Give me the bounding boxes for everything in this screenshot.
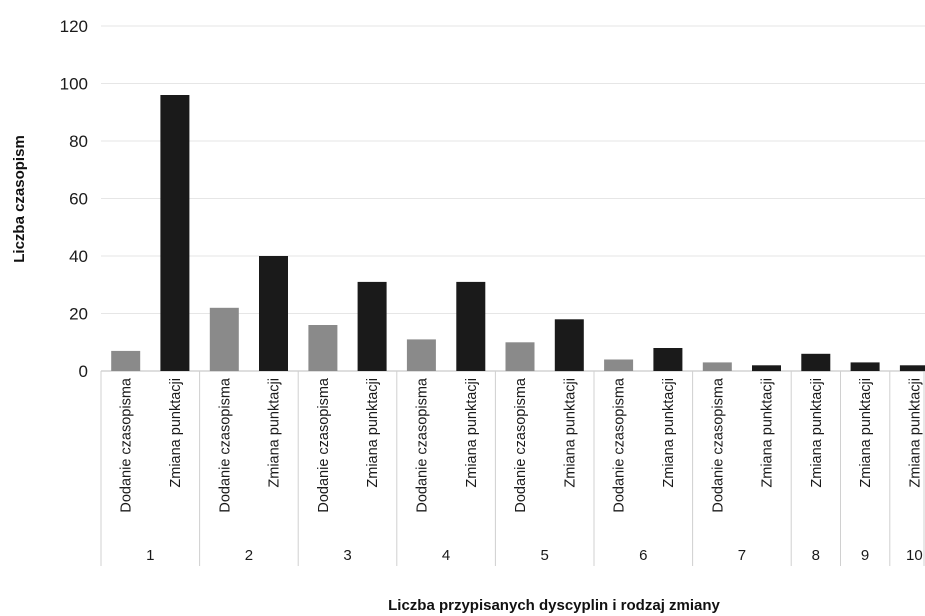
bar-zmiana-punktacji-7 bbox=[752, 365, 781, 372]
bar-zmiana-punktacji-6 bbox=[653, 348, 683, 371]
bar-zmiana-punktacji-9 bbox=[850, 362, 880, 371]
x-category-label: Dodanie czasopisma bbox=[710, 377, 726, 513]
x-category-label: Zmiana punktacji bbox=[809, 378, 825, 488]
x-axis-groups: 1 2 3 4 5 6 7 8 9 10 bbox=[146, 547, 923, 564]
bar-zmiana-punktacji-4 bbox=[456, 281, 486, 371]
x-category-label: Zmiana punktacji bbox=[661, 378, 677, 488]
bar-dodanie-czasopisma-6 bbox=[604, 359, 634, 371]
y-tick-label: 120 bbox=[60, 17, 88, 36]
x-group-label: 8 bbox=[812, 547, 820, 564]
x-group-label: 6 bbox=[639, 547, 647, 564]
x-group-label: 9 bbox=[861, 547, 869, 564]
bar-zmiana-punktacji-1 bbox=[160, 95, 190, 371]
x-category-label: Zmiana punktacji bbox=[907, 378, 923, 488]
bar-dodanie-czasopisma-5 bbox=[505, 342, 535, 372]
x-group-label: 3 bbox=[343, 547, 351, 564]
x-category-label: Zmiana punktacji bbox=[168, 378, 184, 488]
y-axis-title: Liczba czasopism bbox=[11, 135, 28, 263]
y-tick-label: 40 bbox=[69, 247, 88, 266]
x-axis-categories: Dodanie czasopisma Zmiana punktacji Dodani… bbox=[119, 377, 924, 513]
bar-zmiana-punktacji-5 bbox=[554, 319, 584, 372]
y-axis-ticks: 0 20 40 60 80 100 120 bbox=[60, 17, 88, 381]
bar-zmiana-punktacji-2 bbox=[259, 256, 288, 371]
x-category-label: Zmiana punktacji bbox=[760, 378, 776, 488]
bar-dodanie-czasopisma-2 bbox=[209, 307, 239, 372]
y-tick-label: 0 bbox=[79, 362, 88, 381]
bar-zmiana-punktacji-3 bbox=[357, 281, 387, 371]
x-category-label: Zmiana punktacji bbox=[464, 378, 480, 488]
y-tick-label: 100 bbox=[60, 75, 88, 94]
x-group-label: 1 bbox=[146, 547, 154, 564]
y-tick-label: 20 bbox=[69, 305, 88, 324]
x-category-label: Dodanie czasopisma bbox=[119, 377, 135, 513]
x-group-label: 7 bbox=[738, 547, 746, 564]
bar-dodanie-czasopisma-1 bbox=[111, 350, 141, 371]
x-category-label: Zmiana punktacji bbox=[562, 378, 578, 488]
x-category-label: Dodanie czasopisma bbox=[612, 377, 628, 513]
x-group-label: 4 bbox=[442, 547, 450, 564]
bar-zmiana-punktacji-8 bbox=[801, 353, 831, 372]
bar-dodanie-czasopisma-4 bbox=[406, 339, 436, 371]
bar-dodanie-czasopisma-7 bbox=[702, 362, 732, 371]
x-category-label: Dodanie czasopisma bbox=[414, 377, 430, 513]
x-category-label: Dodanie czasopisma bbox=[316, 377, 332, 513]
grid-layer bbox=[100, 25, 925, 566]
x-category-label: Zmiana punktacji bbox=[365, 378, 381, 488]
x-axis-title: Liczba przypisanych dyscyplin i rodzaj z… bbox=[388, 597, 720, 614]
bar-zmiana-punktacji-10 bbox=[899, 365, 925, 372]
x-category-label: Zmiana punktacji bbox=[858, 378, 874, 488]
x-group-label: 2 bbox=[245, 547, 253, 564]
y-tick-label: 60 bbox=[69, 190, 88, 209]
bars-layer bbox=[111, 95, 925, 372]
x-group-label: 10 bbox=[906, 547, 923, 564]
bar-dodanie-czasopisma-3 bbox=[308, 325, 338, 371]
x-group-label: 5 bbox=[541, 547, 549, 564]
x-category-label: Zmiana punktacji bbox=[267, 378, 283, 488]
y-tick-label: 80 bbox=[69, 132, 88, 151]
x-category-label: Dodanie czasopisma bbox=[513, 377, 529, 513]
x-category-label: Dodanie czasopisma bbox=[217, 377, 233, 513]
